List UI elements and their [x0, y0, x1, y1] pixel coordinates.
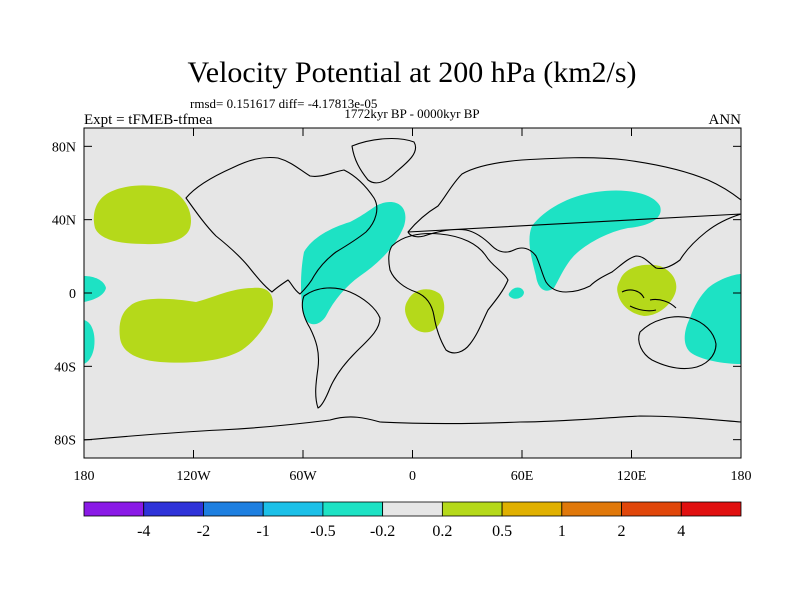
right-label: ANN [709, 112, 742, 128]
coastline-australia [638, 316, 717, 370]
colorbar-label: 0.5 [492, 523, 512, 540]
coastline-greenland [351, 138, 416, 184]
y-tick-label: 0 [69, 287, 76, 302]
colorbar-swatch [262, 501, 324, 517]
period-line: 1772kyr BP - 0000kyr BP [344, 106, 479, 121]
coastlines [84, 138, 741, 441]
colorbar-label: -0.2 [370, 523, 395, 540]
colorbar-label: -1 [257, 523, 270, 540]
map-axes: 180 120W 60W 0 60E 120E 180 80N 40N 0 40S 80S [52, 128, 752, 484]
region-africa-positive [405, 289, 445, 333]
colorbar-swatch [83, 501, 145, 517]
colorbar-swatch [322, 501, 384, 517]
region-n-pacific-positive [93, 185, 192, 245]
x-tick-label: 120E [617, 469, 647, 484]
contour-fills [84, 185, 741, 364]
region-s-pacific-negative-wrap [84, 320, 95, 364]
coastline-antarctica [84, 415, 741, 441]
colorbar-swatch [680, 501, 742, 517]
colorbar-label: 1 [558, 523, 566, 540]
colorbar-swatch [382, 501, 443, 517]
colorbar-label: -4 [137, 523, 150, 540]
x-tick-label: 180 [731, 469, 752, 484]
colorbar-swatch [143, 501, 204, 517]
map-area [83, 127, 742, 459]
region-indian-ocean-negative-spot [508, 287, 524, 299]
x-tick-label: 0 [409, 469, 416, 484]
region-s-pacific-positive [119, 287, 274, 363]
colorbar-swatch [621, 501, 682, 517]
colorbar: -4 -2 -1 -0.5 -0.2 0.2 0.5 1 2 4 [83, 501, 742, 540]
left-label: Expt = tFMEB-tfmea [84, 112, 213, 128]
colorbar-label: 2 [618, 523, 626, 540]
stats-line: rmsd= 0.151617 diff= -4.17813e-05 [190, 96, 377, 111]
colorbar-label: 0.2 [432, 523, 452, 540]
x-tick-label: 60E [511, 469, 534, 484]
coastline-africa [388, 232, 509, 354]
x-tick-label: 60W [289, 469, 317, 484]
colorbar-swatch [501, 501, 563, 517]
region-w-pacific-negative-wrap [84, 276, 106, 302]
region-maritime-continent-positive [617, 264, 677, 316]
coastline-south-america [301, 287, 381, 409]
coastline-eurasia [407, 157, 741, 293]
y-tick-label: 80S [54, 434, 76, 449]
coastline-north-america [185, 156, 378, 295]
region-asia-negative [529, 190, 661, 291]
y-tick-label: 40N [52, 214, 76, 229]
colorbar-label: -0.5 [310, 523, 335, 540]
region-atlantic-negative [301, 202, 406, 325]
y-tick-label: 80N [52, 140, 76, 155]
chart-title: Velocity Potential at 200 hPa (km2/s) [187, 56, 636, 89]
colorbar-label: 4 [677, 523, 685, 540]
y-tick-label: 40S [54, 360, 76, 375]
colorbar-swatch [441, 501, 503, 517]
colorbar-label: -2 [197, 523, 210, 540]
colorbar-swatch [203, 501, 264, 517]
coastline-maritime-islands [621, 289, 677, 312]
x-tick-label: 120W [176, 469, 211, 484]
x-tick-label: 180 [74, 469, 95, 484]
colorbar-swatch [561, 501, 622, 517]
region-w-pacific-negative [684, 274, 741, 364]
